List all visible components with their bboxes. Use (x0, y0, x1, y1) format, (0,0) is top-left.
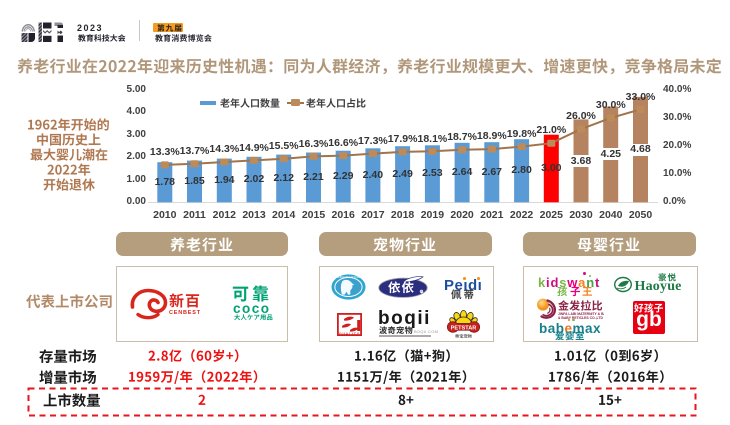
svg-text:PETSTAR: PETSTAR (451, 325, 477, 331)
svg-text:CHINA PET FOODS: CHINA PET FOODS (337, 275, 361, 279)
svg-text:R: R (420, 289, 422, 293)
svg-text:QUALITY: QUALITY (339, 332, 360, 336)
